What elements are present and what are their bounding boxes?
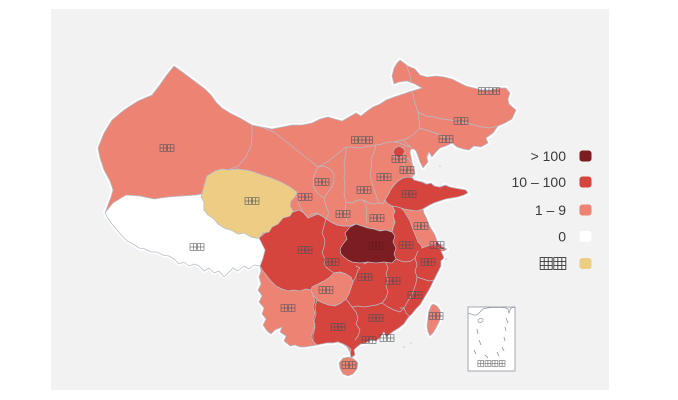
svg-text:> 100: > 100 — [531, 148, 567, 164]
svg-text:0: 0 — [558, 229, 566, 245]
svg-text:10 – 100: 10 – 100 — [512, 174, 567, 190]
svg-text:1 – 9: 1 – 9 — [535, 202, 566, 218]
